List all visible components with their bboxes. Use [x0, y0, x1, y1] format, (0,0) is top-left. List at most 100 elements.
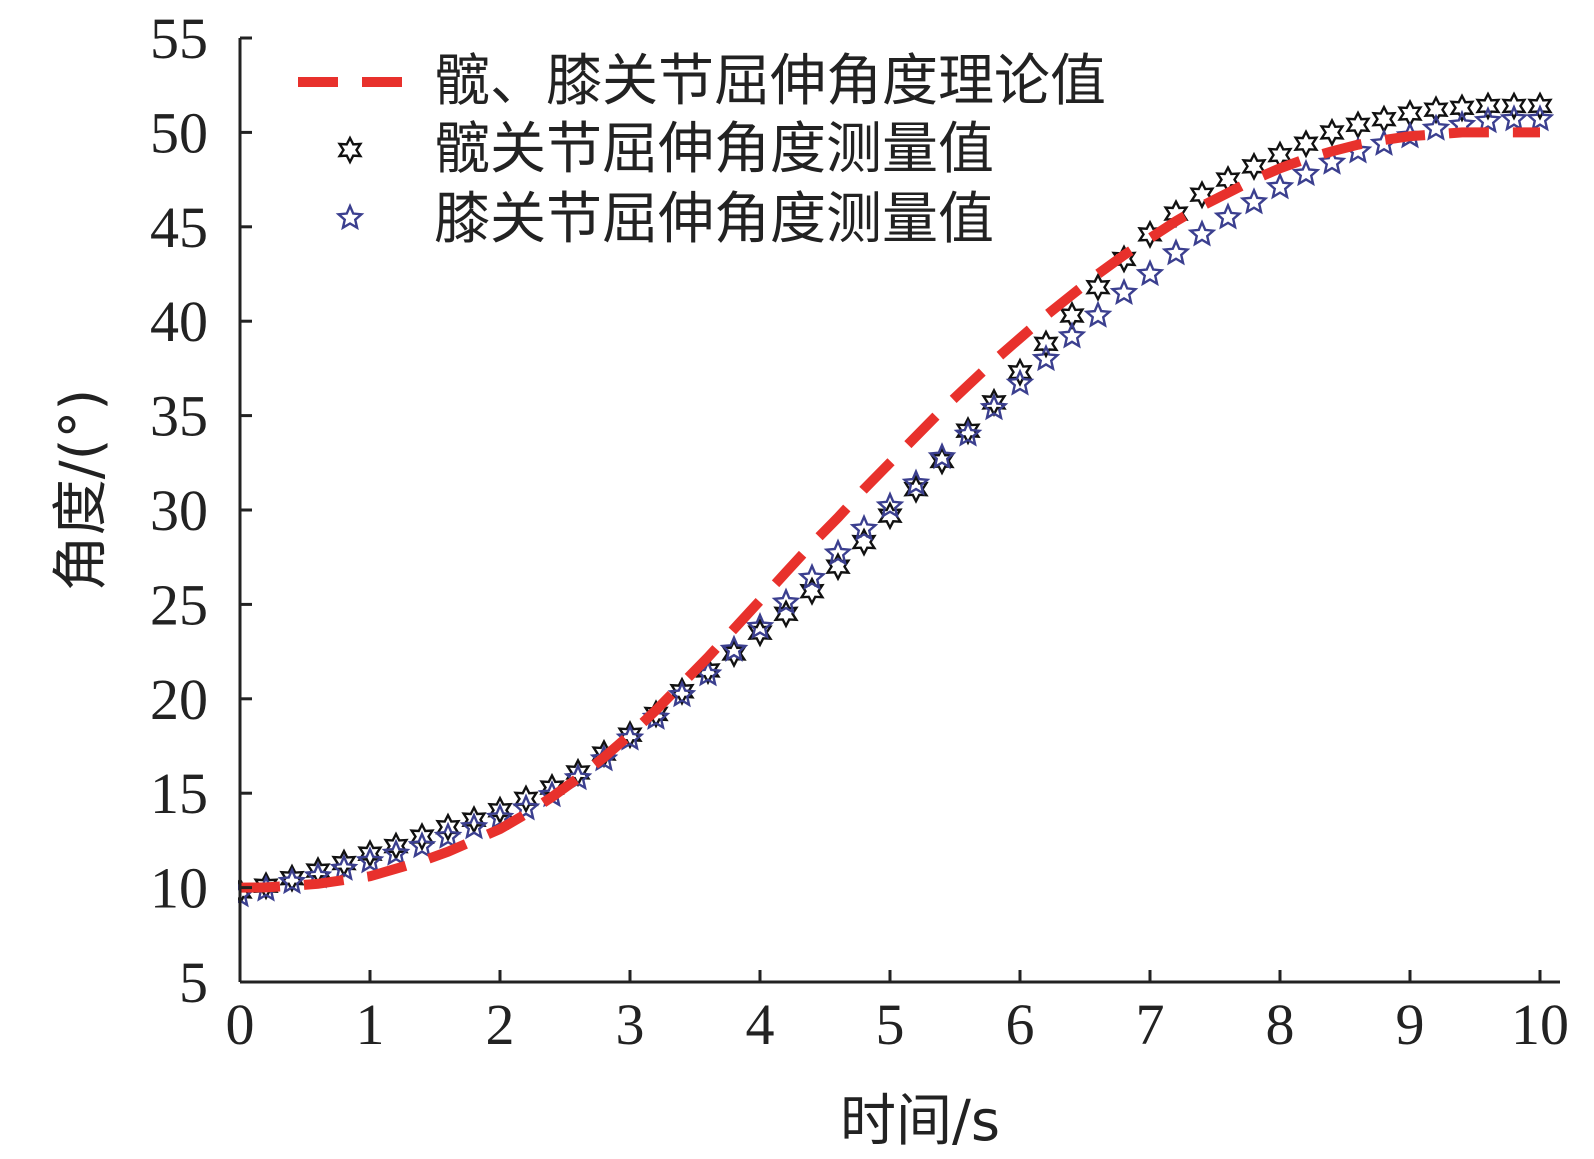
hip-measured-point [643, 699, 669, 729]
knee-measured-point [745, 612, 775, 640]
knee-measured-point [927, 442, 957, 470]
hip-measured-point [1501, 91, 1527, 121]
plot-area [238, 91, 1554, 908]
x-axis-title: 时间/s [840, 1089, 1000, 1154]
knee-measured-point [355, 846, 385, 874]
y-tick-label: 20 [150, 667, 208, 732]
y-tick-label: 15 [150, 761, 208, 826]
y-tick-label: 10 [150, 856, 208, 921]
knee-measured-point [1265, 172, 1295, 200]
hip-measured-point [1371, 104, 1397, 134]
knee-measured-point [1109, 277, 1139, 306]
knee-measured-point [1473, 106, 1503, 134]
knee-measured-point [823, 538, 853, 566]
knee-measured-point [1057, 321, 1087, 349]
legend: 髋、膝关节屈伸角度理论值 髋关节屈伸角度测量值 膝关节屈伸角度测量值 [298, 49, 1106, 252]
knee-measured-point [1213, 202, 1243, 230]
hip-measured-point [1007, 357, 1033, 387]
knee-measured-point [459, 812, 489, 840]
knee-measured-point [979, 392, 1009, 421]
x-tick-label: 10 [1511, 992, 1569, 1057]
legend-label-hip: 髋关节屈伸角度测量值 [434, 117, 994, 182]
hip-measured-point [279, 863, 305, 893]
knee-measured-point [1005, 368, 1035, 396]
hip-measured-point [773, 599, 799, 629]
knee-measured-point [1317, 147, 1347, 175]
legend-hexagram-icon [337, 135, 363, 165]
hip-measured-point [851, 527, 877, 557]
knee-measured-point [953, 419, 983, 447]
knee-measured-point [329, 853, 359, 881]
knee-measured-point [1421, 113, 1451, 141]
legend-marker-hip [337, 135, 363, 165]
hip-measured-point [1319, 117, 1345, 148]
hip-measured-point [903, 474, 929, 504]
knee-measured-point [1499, 104, 1529, 132]
knee-measured-point [797, 562, 827, 591]
y-axis-title: 角度/(°) [49, 389, 114, 592]
hip-measured-point [799, 576, 825, 606]
legend-label-theory: 髋、膝关节屈伸角度理论值 [434, 49, 1106, 114]
hip-measured-point [1449, 93, 1475, 123]
y-tick-label: 50 [150, 100, 208, 165]
x-tick-label: 7 [1136, 992, 1165, 1057]
hip-measured-point [1111, 244, 1137, 274]
hip-measured-point [955, 416, 981, 446]
y-tick-label: 40 [150, 289, 208, 354]
knee-measured-point [615, 723, 645, 751]
hip-measured-point [1241, 151, 1267, 182]
knee-measured-point [407, 831, 437, 859]
knee-measured-point [1083, 300, 1113, 328]
hip-measured-point [409, 821, 435, 852]
hip-measured-point [877, 501, 903, 531]
hip-measured-point [435, 812, 461, 842]
x-tick-label: 4 [746, 992, 775, 1057]
hip-measured-point [747, 618, 773, 648]
legend-star-icon [335, 202, 365, 231]
series-line-theory [239, 127, 1540, 893]
x-tick-label: 5 [876, 992, 905, 1057]
hip-measured-point [825, 551, 851, 582]
y-tick-label: 25 [150, 572, 208, 637]
knee-measured-point [277, 866, 307, 895]
knee-measured-point [1525, 104, 1554, 132]
hip-measured-point [1085, 272, 1111, 302]
hip-measured-point [1475, 91, 1501, 121]
y-tick-label: 30 [150, 478, 208, 543]
knee-measured-point [381, 838, 411, 866]
hip-measured-point [1527, 91, 1553, 121]
y-tick-label: 45 [150, 195, 208, 260]
knee-measured-point [771, 587, 801, 615]
x-tick-label: 3 [616, 992, 645, 1057]
x-tick-label: 9 [1396, 992, 1425, 1057]
knee-measured-point [849, 513, 879, 542]
knee-measured-point [901, 468, 931, 496]
knee-measured-point [1187, 219, 1217, 247]
y-tick-label: 55 [150, 6, 208, 71]
knee-measured-point [667, 679, 697, 708]
y-tick-label: 5 [179, 950, 208, 1015]
hip-measured-point [513, 784, 539, 814]
hip-measured-point [253, 871, 279, 901]
x-tick-label: 1 [356, 992, 385, 1057]
hip-measured-point [617, 720, 643, 750]
knee-measured-point [511, 793, 541, 821]
x-tick-label: 8 [1266, 992, 1295, 1057]
hip-measured-point [1345, 110, 1371, 140]
knee-measured-point [1161, 238, 1191, 266]
hip-measured-point [1293, 129, 1319, 159]
hip-measured-point [1033, 329, 1059, 359]
knee-measured-point [1031, 343, 1061, 372]
hip-measured-point [1423, 95, 1449, 125]
legend-label-knee: 膝关节屈伸角度测量值 [434, 187, 994, 252]
hip-measured-point [669, 676, 695, 706]
y-tick-label: 35 [150, 384, 208, 449]
series-layer [238, 91, 1554, 908]
knee-measured-point [485, 802, 515, 830]
x-tick-label: 2 [486, 992, 515, 1057]
hip-measured-point [1189, 180, 1215, 210]
knee-measured-point [875, 491, 905, 519]
knee-measured-point [1135, 258, 1165, 287]
